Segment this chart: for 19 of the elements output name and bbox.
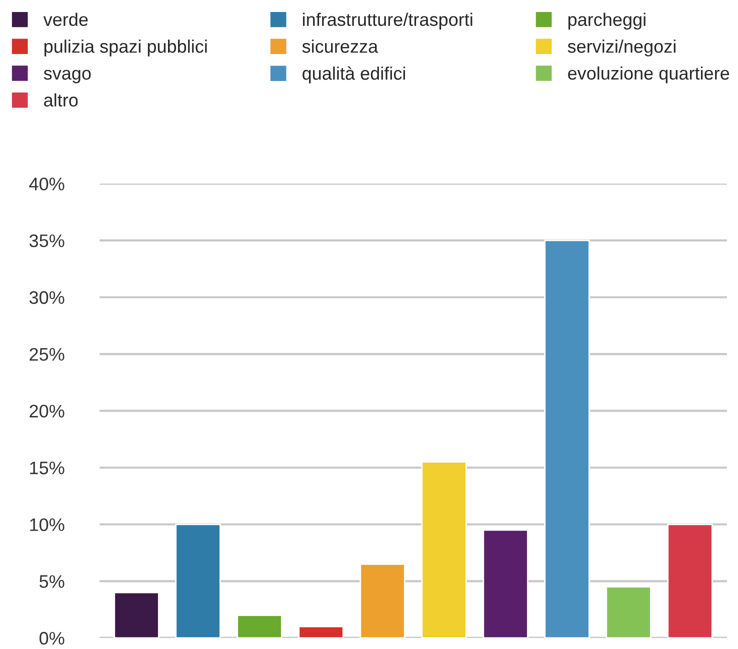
y-tick-label: 40%: [29, 178, 64, 190]
legend-label: svago: [44, 70, 91, 84]
y-tick-label: 0%: [40, 632, 64, 645]
y-tick-label: 15%: [30, 462, 64, 474]
legend-label: pulizia spazi pubblici: [44, 40, 207, 56]
y-tick-label: 30%: [29, 291, 64, 304]
legend-label: sicurezza: [302, 40, 378, 53]
legend-label: parcheggi: [568, 12, 646, 30]
legend-label: verde: [43, 12, 88, 26]
legend-label: altro: [44, 93, 78, 107]
y-tick-label: 5%: [40, 575, 64, 588]
y-tick-label: 10%: [30, 518, 64, 532]
y-tick-label: 20%: [30, 404, 64, 418]
legend-label: servizi/negozi: [568, 40, 676, 56]
legend-label: infrastrutture/trasporti: [303, 12, 472, 30]
y-tick-label: 25%: [30, 348, 64, 361]
legend-label: qualità edifici: [302, 66, 405, 84]
y-tick-label: 35%: [29, 234, 64, 248]
legend-label: evoluzione quartiere: [568, 66, 730, 84]
